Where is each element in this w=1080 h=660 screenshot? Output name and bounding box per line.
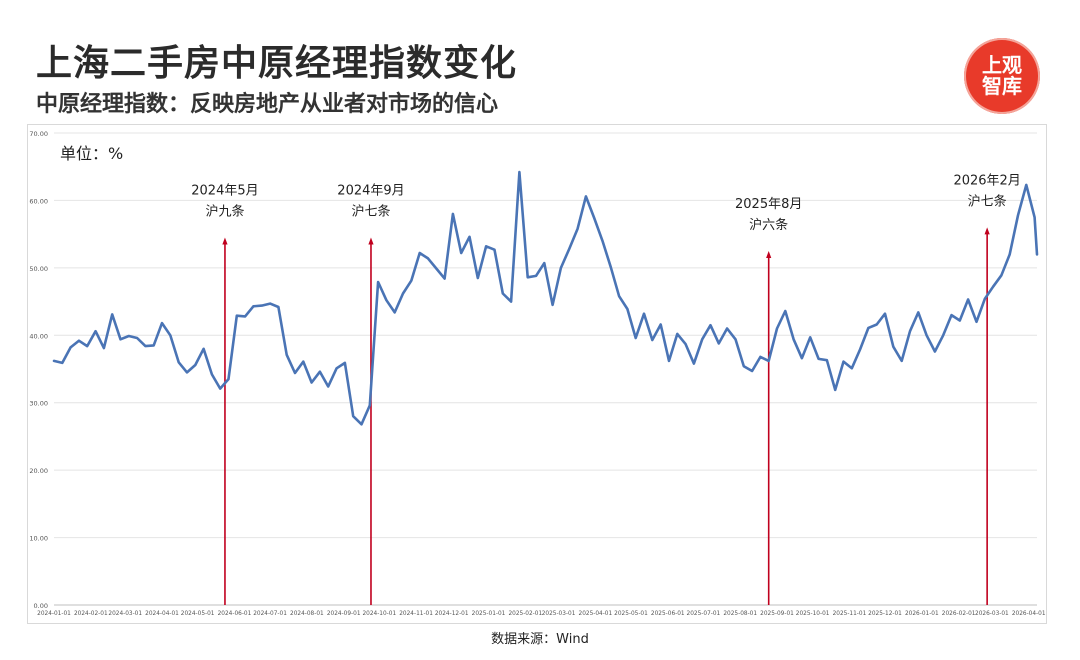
- x-tick-label: 2024-04-01: [145, 611, 179, 617]
- annotation-date: 2025年8月: [735, 197, 802, 212]
- x-tick-label: 2025-11-01: [833, 611, 867, 617]
- x-tick-label: 2024-01-01: [37, 611, 71, 617]
- x-tick-label: 2025-02-01: [508, 611, 542, 617]
- x-tick-label: 2024-11-01: [399, 611, 433, 617]
- x-tick-label: 2025-06-01: [651, 611, 685, 617]
- y-tick-label: 0.00: [34, 602, 48, 610]
- x-tick-label: 2025-10-01: [796, 611, 830, 617]
- policy-marker-arrowhead: [368, 237, 374, 245]
- annotation-date: 2024年9月: [337, 184, 404, 199]
- x-tick-label: 2024-08-01: [290, 611, 324, 617]
- annotation-date: 2024年5月: [191, 184, 258, 199]
- logo-line-1: 上观: [982, 53, 1022, 77]
- x-tick-label: 2024-12-01: [435, 611, 469, 617]
- x-tick-label: 2024-05-01: [181, 611, 215, 617]
- x-tick-label: 2024-09-01: [327, 611, 361, 617]
- y-tick-label: 70.00: [29, 130, 48, 138]
- annotation-policy: 沪七条: [968, 193, 1007, 209]
- annotation-policy: 沪九条: [205, 204, 244, 220]
- y-tick-label: 50.00: [29, 265, 48, 273]
- x-tick-label: 2024-06-01: [218, 611, 252, 617]
- x-tick-label: 2026-04-01: [1012, 611, 1046, 617]
- source-note: 数据来源：Wind: [491, 632, 589, 647]
- annotation-policy: 沪七条: [351, 204, 390, 220]
- x-tick-label: 2024-07-01: [253, 611, 287, 617]
- x-tick-label: 2026-03-01: [975, 611, 1009, 617]
- y-tick-label: 60.00: [29, 197, 48, 205]
- unit-label: 单位：%: [60, 144, 124, 163]
- x-tick-label: 2025-09-01: [760, 611, 794, 617]
- policy-marker-arrowhead: [766, 251, 772, 258]
- page-title: 上海二手房中原经理指数变化: [36, 43, 518, 84]
- brand-logo: 上观 智库: [964, 38, 1040, 114]
- x-tick-label: 2025-01-01: [472, 611, 506, 617]
- x-tick-label: 2026-02-01: [942, 611, 976, 617]
- y-tick-label: 10.00: [29, 535, 48, 543]
- series-line: [52, 170, 1039, 426]
- page-subtitle: 中原经理指数：反映房地产从业者对市场的信心: [36, 92, 499, 117]
- annotation-policy: 沪六条: [749, 217, 788, 233]
- x-tick-label: 2024-03-01: [108, 611, 142, 617]
- chart-frame: [27, 124, 1047, 624]
- policy-marker-arrowhead: [222, 237, 228, 245]
- annotation-date: 2026年2月: [953, 173, 1020, 188]
- x-tick-label: 2025-12-01: [868, 611, 902, 617]
- logo-line-2: 智库: [982, 74, 1022, 98]
- x-tick-label: 2025-04-01: [579, 611, 613, 617]
- policy-marker-arrowhead: [984, 227, 990, 235]
- x-tick-label: 2025-08-01: [723, 611, 757, 617]
- y-tick-label: 40.00: [29, 332, 48, 340]
- x-tick-label: 2024-10-01: [362, 611, 396, 617]
- y-tick-label: 30.00: [29, 400, 48, 408]
- x-tick-label: 2024-02-01: [74, 611, 108, 617]
- x-tick-label: 2026-01-01: [905, 611, 939, 617]
- x-tick-label: 2025-05-01: [614, 611, 648, 617]
- x-tick-label: 2025-07-01: [687, 611, 721, 617]
- x-tick-label: 2025-03-01: [542, 611, 576, 617]
- y-tick-label: 20.00: [29, 467, 48, 475]
